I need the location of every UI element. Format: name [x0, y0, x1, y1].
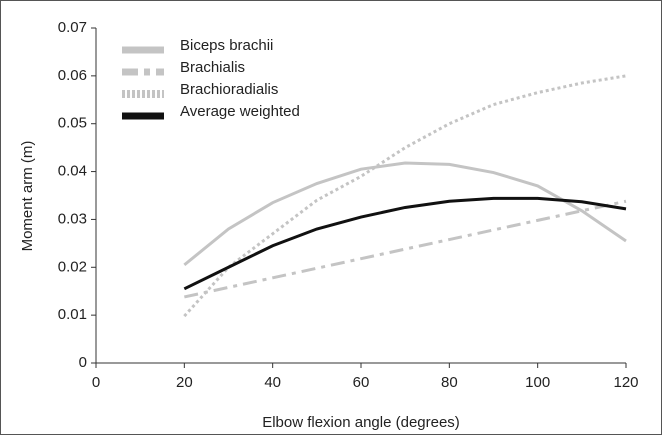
x-tick-label: 80	[441, 374, 458, 391]
x-tick-label: 0	[92, 374, 100, 391]
x-tick-label: 120	[613, 374, 638, 391]
y-tick-label: 0.02	[58, 258, 87, 275]
x-tick-label: 100	[525, 374, 550, 391]
y-axis-label: Moment arm (m)	[19, 141, 36, 252]
legend-label: Brachioradialis	[180, 81, 278, 98]
y-tick-label: 0.03	[58, 210, 87, 227]
y-tick-label: 0.05	[58, 115, 87, 132]
x-axis-label: Elbow flexion angle (degrees)	[262, 414, 460, 431]
y-tick-label: 0	[79, 354, 87, 371]
y-tick-label: 0.07	[58, 19, 87, 36]
legend-label: Biceps brachii	[180, 37, 273, 54]
legend-label: Average weighted	[180, 103, 300, 120]
y-tick-label: 0.01	[58, 306, 87, 323]
x-tick-label: 60	[353, 374, 370, 391]
y-tick-label: 0.04	[58, 163, 87, 180]
series-line	[183, 74, 627, 318]
y-tick-label: 0.06	[58, 67, 87, 84]
x-tick-label: 40	[264, 374, 281, 391]
series-line	[183, 161, 627, 267]
series-line	[183, 196, 627, 291]
legend-label: Brachialis	[180, 59, 245, 76]
x-tick-label: 20	[176, 374, 193, 391]
